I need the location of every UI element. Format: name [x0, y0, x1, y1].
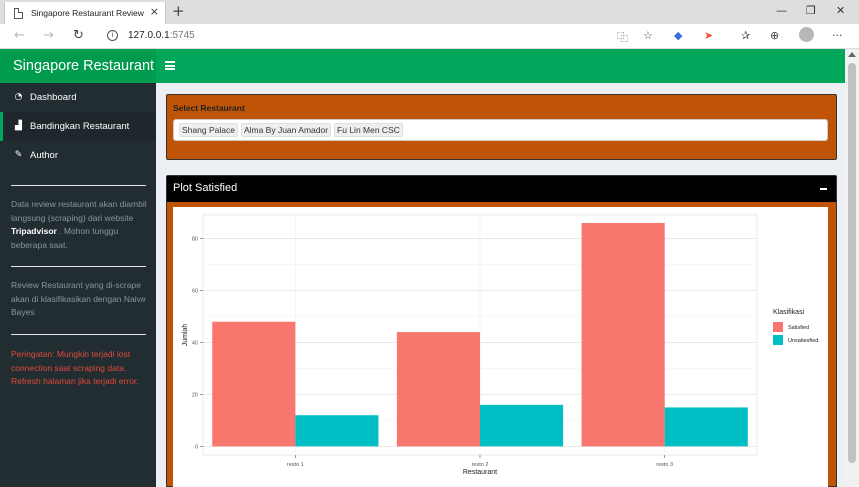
back-icon[interactable]: ← — [14, 28, 25, 43]
sidebar-item-label: Bandingkan Restaurant — [30, 121, 130, 132]
site-info-icon[interactable]: i — [107, 30, 118, 41]
select-restaurant-box: Select Restaurant Shang Palace Alma By J… — [166, 94, 837, 160]
forward-icon[interactable]: → — [43, 28, 54, 43]
x-axis-title: Restaurant — [463, 469, 497, 476]
y-tick-label: 40 — [192, 341, 198, 347]
pencil-icon: ✎ — [14, 150, 23, 160]
x-tick-label: resto 2 — [472, 462, 489, 468]
legend-key-unsatiesfied — [773, 335, 783, 345]
selected-chip[interactable]: Shang Palace — [179, 123, 238, 137]
divider — [11, 334, 146, 335]
more-icon[interactable]: ··· — [832, 29, 843, 42]
favorites-icon[interactable]: ✰ — [741, 29, 751, 42]
bar-unsatiesfied-resto-3 — [664, 407, 748, 447]
url-host: 127.0.0.1 — [128, 30, 170, 41]
sidebar-item-bandingkan[interactable]: ▟ Bandingkan Restaurant — [0, 112, 156, 141]
url-port: :5745 — [169, 30, 195, 41]
y-tick-label: 20 — [192, 392, 198, 398]
select-restaurant-label: Select Restaurant — [173, 103, 245, 113]
maximize-button[interactable]: ❐ — [806, 4, 816, 17]
bar-chart: 0 20 40 60 80 resto 1 resto 2 resto 3 Restaurant… — [182, 212, 818, 476]
sidebar-item-label: Author — [30, 150, 58, 161]
sidebar-item-label: Dashboard — [30, 92, 77, 103]
x-tick-label: resto 1 — [287, 462, 304, 468]
sidebar-info-naive-bayes: Review Restaurant yang di-scrape akan di… — [11, 280, 146, 317]
restaurant-multiselect[interactable]: Shang Palace Alma By Juan Amador Fu Lin … — [173, 119, 828, 141]
sidebar-item-dashboard[interactable]: ◔ Dashboard — [0, 83, 156, 112]
bar-satisfied-resto-1 — [212, 321, 296, 447]
page-scrollbar[interactable] — [845, 49, 859, 487]
translate-icon[interactable]: ⿻ — [617, 31, 628, 44]
legend-key-satisfied — [773, 322, 783, 332]
y-tick-label: 80 — [192, 237, 198, 243]
y-tick-label: 0 — [195, 444, 198, 450]
tab-title: Singapore Restaurant Review — [31, 8, 144, 18]
collections-icon[interactable]: ⊕ — [770, 29, 780, 42]
sidebar: ◔ Dashboard ▟ Bandingkan Restaurant ✎ Au… — [0, 83, 156, 487]
scroll-thumb[interactable] — [848, 63, 856, 463]
dashboard-icon: ◔ — [14, 92, 23, 102]
main-content: Select Restaurant Shang Palace Alma By J… — [156, 83, 845, 487]
url-field[interactable]: 127.0.0.1:5745 — [128, 30, 195, 41]
chart-icon: ▟ — [15, 121, 22, 131]
star-icon[interactable]: ☆ — [643, 29, 653, 42]
legend-title: Klasifikasi — [773, 309, 805, 316]
selected-chip[interactable]: Alma By Juan Amador — [240, 123, 332, 137]
top-navbar — [156, 49, 845, 83]
swift-icon[interactable]: ➤ — [704, 29, 714, 42]
profile-icon[interactable] — [799, 27, 814, 42]
plot-box-title: Plot Satisfied — [173, 182, 238, 194]
address-bar: ← → ↻ i 127.0.0.1:5745 ⿻ ☆ ◆ ➤ ✰ ⊕ ··· — [0, 24, 859, 49]
extension-icon[interactable]: ◆ — [674, 29, 683, 42]
collapse-button[interactable] — [820, 188, 827, 190]
tripadvisor-link: Tripadvisor — [11, 226, 57, 236]
browser-tab[interactable]: Singapore Restaurant Review × — [4, 2, 166, 24]
selected-chip[interactable]: Fu Lin Men CSC — [334, 123, 403, 137]
refresh-icon[interactable]: ↻ — [73, 28, 84, 43]
bar-satisfied-resto-2 — [396, 332, 480, 447]
scroll-up-arrow[interactable] — [848, 52, 856, 57]
sidebar-item-author[interactable]: ✎ Author — [0, 141, 156, 170]
plot-box-header: Plot Satisfied — [167, 176, 836, 202]
plot-satisfied-box: Plot Satisfied 0 20 40 60 80 resto 1 resto 2 re… — [166, 175, 837, 487]
bar-unsatiesfied-resto-2 — [480, 404, 564, 447]
bar-unsatiesfied-resto-1 — [295, 415, 379, 447]
y-axis-title: Jumlah — [182, 324, 189, 347]
new-tab-button[interactable]: + — [172, 2, 185, 20]
page-icon — [14, 7, 23, 19]
x-tick-label: resto 3 — [656, 462, 673, 468]
close-window-button[interactable]: ✕ — [836, 4, 846, 17]
divider — [11, 266, 146, 267]
plot-area: 0 20 40 60 80 resto 1 resto 2 resto 3 Restaurant… — [173, 207, 828, 487]
y-tick-label: 60 — [192, 289, 198, 295]
divider — [11, 185, 146, 186]
minimize-button[interactable]: — — [776, 4, 787, 17]
app-logo[interactable]: Singapore Restaurant — [0, 49, 156, 83]
legend-label: Satisfied — [788, 325, 809, 331]
close-tab-icon[interactable]: × — [149, 5, 159, 18]
legend-label: Unsatiesfied — [788, 338, 818, 344]
sidebar-warning: Peringatan: Mungkin terjadi lost connect… — [11, 349, 139, 386]
hamburger-icon[interactable] — [165, 61, 175, 70]
sidebar-info-scraping: Data review restaurant akan diambil lang… — [11, 199, 147, 250]
bar-satisfied-resto-3 — [581, 223, 665, 447]
browser-tab-bar: Singapore Restaurant Review × + — ❐ ✕ — [0, 0, 859, 24]
